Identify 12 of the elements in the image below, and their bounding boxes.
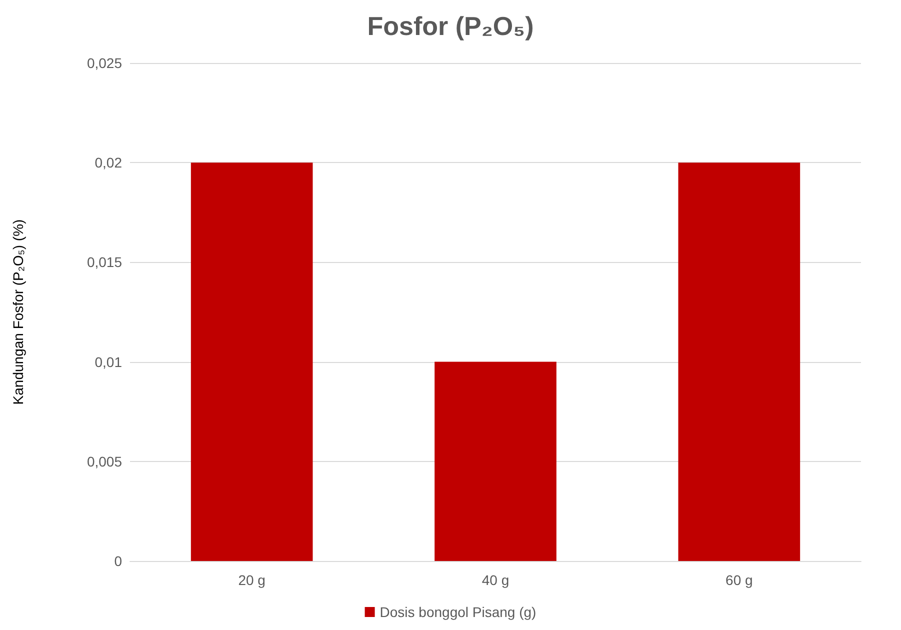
y-tick-label: 0,025 bbox=[86, 55, 122, 71]
x-tick-label: 40 g bbox=[482, 572, 510, 588]
y-tick-label: 0 bbox=[114, 553, 122, 569]
y-tick-label: 0,02 bbox=[94, 154, 122, 171]
y-axis-title: Kandungan Fosfor (P₂O₅) (%) bbox=[10, 219, 26, 405]
y-tick-label: 0,01 bbox=[94, 354, 122, 370]
y-tick-label: 0,005 bbox=[86, 453, 122, 470]
y-tick-label: 0,015 bbox=[86, 254, 122, 270]
x-tick-label: 20 g bbox=[238, 572, 266, 588]
x-tick-label: 60 g bbox=[726, 572, 753, 588]
chart-title: Fosfor (P₂O₅) bbox=[367, 11, 534, 41]
legend-label: Dosis bonggol Pisang (g) bbox=[380, 604, 536, 620]
